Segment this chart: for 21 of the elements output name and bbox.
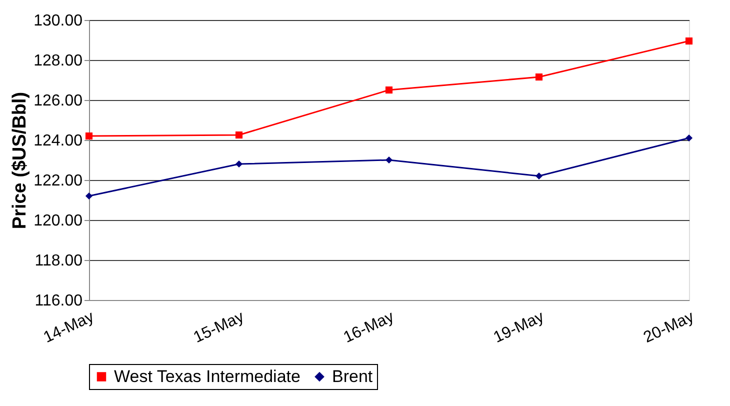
y-tick-label: 116.00 — [34, 292, 83, 310]
y-tick-label: 120.00 — [34, 212, 83, 230]
point — [85, 192, 93, 200]
y-tick-label: 130.00 — [34, 12, 83, 30]
point — [685, 134, 693, 142]
legend-label: Brent — [332, 366, 373, 386]
legend-label: West Texas Intermediate — [114, 366, 300, 386]
point — [235, 160, 243, 168]
y-tick-label: 124.00 — [34, 132, 83, 150]
y-tick-label: 122.00 — [34, 172, 83, 190]
y-tick-label: 118.00 — [34, 252, 83, 270]
point — [235, 131, 243, 139]
point — [535, 172, 543, 180]
point — [385, 156, 393, 164]
point — [535, 73, 543, 81]
point — [385, 86, 393, 94]
y-tick-label: 126.00 — [34, 92, 83, 110]
y-axis-title: Price ($US/Bbl) — [10, 92, 31, 230]
y-tick-label: 128.00 — [34, 52, 83, 70]
point — [685, 37, 693, 45]
point — [85, 132, 93, 140]
